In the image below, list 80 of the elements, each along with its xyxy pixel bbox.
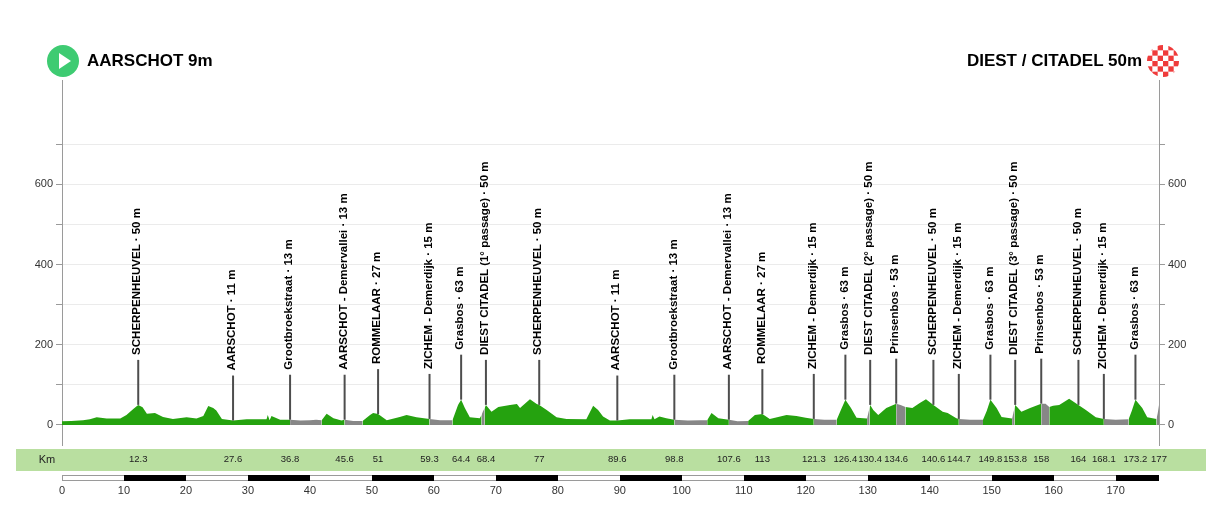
annotation: SCHERPENHEUVEL · 50 m <box>130 208 143 355</box>
x2-tick-label: 36.8 <box>280 453 300 465</box>
annotation: AARSCHOT · 11 m <box>225 269 238 371</box>
x-tick-label: 140 <box>920 483 939 496</box>
x-tick-label: 10 <box>117 483 131 496</box>
x2-tick-label: 140.6 <box>921 453 946 465</box>
x-tick-label: 60 <box>427 483 440 496</box>
annotation: Grasbos · 63 m <box>982 266 995 350</box>
annotation: SCHERPENHEUVEL · 50 m <box>1070 208 1083 355</box>
x2-tick-label: 51 <box>372 453 384 465</box>
x2-tick-label: 177 <box>1151 453 1167 465</box>
x-tick-label: 110 <box>734 483 753 496</box>
x2-tick-label: 144.7 <box>946 453 971 465</box>
x2-tick-label: 173.2 <box>1123 453 1148 465</box>
x2-tick-label: 164 <box>1070 453 1087 465</box>
annotation: Grootbroekstraat · 13 m <box>282 239 295 370</box>
x2-tick-label: 45.6 <box>335 453 354 465</box>
y2-tick-label: 600 <box>1168 177 1187 190</box>
x-tick-label: 80 <box>551 483 564 496</box>
annotation: Grasbos · 63 m <box>453 266 466 350</box>
x2-tick-label: 168.1 <box>1091 453 1116 465</box>
x2-axis-title: Km <box>38 453 56 466</box>
annotation: AARSCHOT · 11 m <box>609 269 622 371</box>
text: AARSCHOT 9m <box>87 50 213 70</box>
x2-tick-label: 149.8 <box>978 453 1003 465</box>
annotation: Grootbroekstraat · 13 m <box>666 239 679 370</box>
x2-tick-label: 130.4 <box>858 453 883 465</box>
x2-tick-label: 153.8 <box>1003 453 1028 465</box>
annotation: Prinsenbos · 53 m <box>888 254 901 354</box>
x-tick-label: 160 <box>1044 483 1063 496</box>
x-tick-label: 40 <box>303 483 317 496</box>
annotation: ZICHEM - Demerdijk · 15 m <box>950 222 963 369</box>
x-tick-label: 100 <box>672 483 691 496</box>
y-tick-label: 600 <box>34 177 53 190</box>
x-tick-label: 130 <box>858 483 877 496</box>
annotation: DIEST CITADEL (3° passage) · 50 m <box>1007 161 1020 355</box>
x-tick-label: 20 <box>179 483 193 496</box>
x-tick-label: 90 <box>613 483 626 496</box>
x2-tick-label: 89.6 <box>608 453 627 465</box>
x-tick-label: 0 <box>58 483 66 496</box>
x-tick-label: 150 <box>982 483 1001 496</box>
annotation: ROMMELAAR · 27 m <box>370 251 383 365</box>
y2-tick-label: 200 <box>1168 337 1187 350</box>
y2-tick-label: 0 <box>1168 417 1175 430</box>
x2-tick-label: 27.6 <box>223 453 243 465</box>
y-tick-label: 400 <box>34 257 53 270</box>
annotation: Prinsenbos · 53 m <box>1033 254 1046 354</box>
text: DIEST / CITADEL 50m <box>966 50 1142 70</box>
annotation: DIEST CITADEL (2° passage) · 50 m <box>862 161 875 355</box>
annotation: ZICHEM - Demerdijk · 15 m <box>421 222 434 369</box>
annotation: SCHERPENHEUVEL · 50 m <box>531 208 544 355</box>
x2-tick-label: 121.3 <box>801 453 826 465</box>
y2-tick-label: 400 <box>1168 257 1187 270</box>
annotation: Grasbos · 63 m <box>1127 266 1140 350</box>
x2-tick-label: 126.4 <box>833 453 858 465</box>
x2-tick-label: 68.4 <box>476 453 496 465</box>
annotation: ZICHEM - Demerdijk · 15 m <box>1096 222 1109 369</box>
x2-tick-label: 107.6 <box>716 453 741 465</box>
x2-tick-label: 158 <box>1033 453 1050 465</box>
x2-tick-label: 77 <box>533 453 545 465</box>
annotation: AARSCHOT - Demervallei · 13 m <box>721 193 734 370</box>
x2-tick-label: 12.3 <box>128 453 148 465</box>
annotation: Grasbos · 63 m <box>837 266 850 350</box>
y-tick-label: 0 <box>46 417 53 430</box>
x-tick-label: 70 <box>489 483 502 496</box>
x2-tick-label: 113 <box>754 453 770 465</box>
annotation: SCHERPENHEUVEL · 50 m <box>925 208 938 355</box>
x2-tick-label: 134.6 <box>884 453 909 465</box>
x-tick-label: 50 <box>365 483 379 496</box>
y-tick-label: 200 <box>34 337 53 350</box>
annotation: AARSCHOT - Demervallei · 13 m <box>336 193 349 370</box>
annotation: DIEST CITADEL (1° passage) · 50 m <box>478 161 491 355</box>
annotation: ZICHEM - Demerdijk · 15 m <box>805 222 818 369</box>
x2-tick-label: 59.3 <box>420 453 439 465</box>
x2-tick-label: 98.8 <box>665 453 684 465</box>
x2-tick-label: 64.4 <box>451 453 471 465</box>
x-tick-label: 30 <box>241 483 255 496</box>
x-tick-label: 120 <box>796 483 815 496</box>
x-tick-label: 170 <box>1106 483 1125 496</box>
annotation: ROMMELAAR · 27 m <box>754 251 767 365</box>
